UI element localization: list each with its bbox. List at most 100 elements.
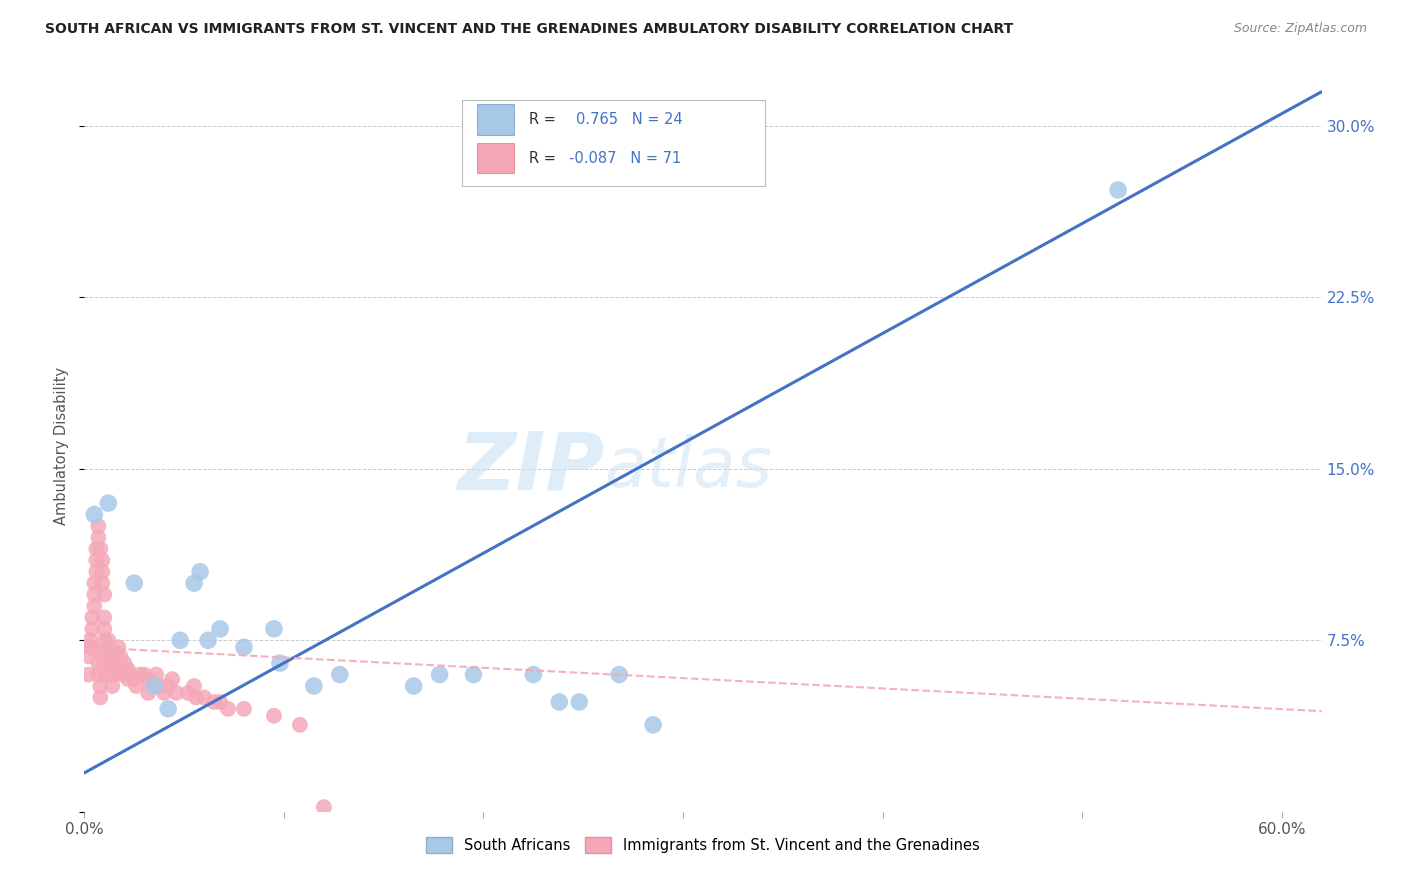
Point — [86, 541, 108, 556]
Point — [82, 622, 104, 636]
Point — [312, 800, 335, 814]
Point — [87, 667, 110, 681]
Point — [117, 663, 139, 677]
Point — [103, 656, 125, 670]
Point — [188, 565, 211, 579]
Point — [101, 679, 124, 693]
Point — [83, 576, 105, 591]
Point — [183, 576, 205, 591]
Point — [143, 679, 166, 693]
Point — [429, 667, 451, 681]
Point — [91, 553, 114, 567]
Point — [1107, 183, 1129, 197]
Point — [184, 690, 207, 705]
Point — [97, 633, 120, 648]
Point — [98, 645, 121, 659]
Point — [83, 599, 105, 613]
Text: atlas: atlas — [605, 434, 772, 501]
Text: -0.087   N = 71: -0.087 N = 71 — [569, 151, 682, 166]
Point — [197, 633, 219, 648]
Point — [93, 622, 115, 636]
Point — [169, 633, 191, 648]
Point — [177, 686, 200, 700]
Point — [302, 679, 325, 693]
Point — [157, 679, 180, 693]
Point — [87, 645, 110, 659]
Point — [93, 645, 115, 659]
Text: Source: ZipAtlas.com: Source: ZipAtlas.com — [1233, 22, 1367, 36]
Text: R =: R = — [529, 112, 565, 127]
Point — [145, 667, 167, 681]
Point — [101, 667, 124, 681]
Point — [288, 718, 311, 732]
Point — [463, 667, 485, 681]
Point — [83, 508, 105, 522]
FancyBboxPatch shape — [477, 143, 513, 173]
Point — [87, 519, 110, 533]
Point — [112, 656, 135, 670]
Point — [97, 496, 120, 510]
Point — [233, 640, 256, 655]
Point — [105, 649, 128, 664]
Point — [136, 686, 159, 700]
Point — [77, 649, 100, 664]
FancyBboxPatch shape — [461, 100, 765, 186]
Point — [607, 667, 630, 681]
Point — [91, 565, 114, 579]
Point — [233, 702, 256, 716]
Point — [122, 576, 145, 591]
Point — [79, 640, 101, 655]
Point — [193, 690, 215, 705]
Point — [122, 672, 145, 686]
Point — [93, 656, 115, 670]
Point — [263, 708, 285, 723]
Point — [89, 679, 111, 693]
Point — [217, 702, 239, 716]
Text: SOUTH AFRICAN VS IMMIGRANTS FROM ST. VINCENT AND THE GRENADINES AMBULATORY DISAB: SOUTH AFRICAN VS IMMIGRANTS FROM ST. VIN… — [45, 22, 1014, 37]
Legend: South Africans, Immigrants from St. Vincent and the Grenadines: South Africans, Immigrants from St. Vinc… — [420, 830, 986, 859]
Point — [157, 702, 180, 716]
Text: ZIP: ZIP — [457, 429, 605, 507]
Text: 0.765   N = 24: 0.765 N = 24 — [575, 112, 682, 127]
Point — [160, 672, 183, 686]
Point — [143, 679, 166, 693]
Point — [86, 565, 108, 579]
Point — [125, 679, 148, 693]
Point — [402, 679, 425, 693]
Point — [183, 679, 205, 693]
Point — [209, 695, 232, 709]
Point — [202, 695, 225, 709]
Point — [87, 530, 110, 544]
Point — [98, 656, 121, 670]
Point — [82, 610, 104, 624]
Point — [149, 679, 172, 693]
Text: R =: R = — [529, 151, 560, 166]
Point — [103, 645, 125, 659]
Point — [93, 633, 115, 648]
Point — [83, 588, 105, 602]
Point — [93, 588, 115, 602]
Point — [548, 695, 571, 709]
Point — [209, 622, 232, 636]
Point — [93, 667, 115, 681]
Point — [110, 661, 132, 675]
Point — [89, 541, 111, 556]
Point — [111, 667, 134, 681]
Point — [165, 686, 187, 700]
Point — [120, 667, 142, 681]
Point — [643, 718, 665, 732]
Point — [269, 656, 291, 670]
Y-axis label: Ambulatory Disability: Ambulatory Disability — [53, 367, 69, 525]
Point — [77, 667, 100, 681]
Point — [110, 649, 132, 664]
Point — [91, 576, 114, 591]
Point — [329, 667, 352, 681]
Point — [87, 656, 110, 670]
Point — [134, 667, 156, 681]
FancyBboxPatch shape — [477, 103, 513, 135]
Point — [89, 690, 111, 705]
Point — [568, 695, 591, 709]
Point — [79, 633, 101, 648]
Point — [117, 672, 139, 686]
Point — [103, 667, 125, 681]
